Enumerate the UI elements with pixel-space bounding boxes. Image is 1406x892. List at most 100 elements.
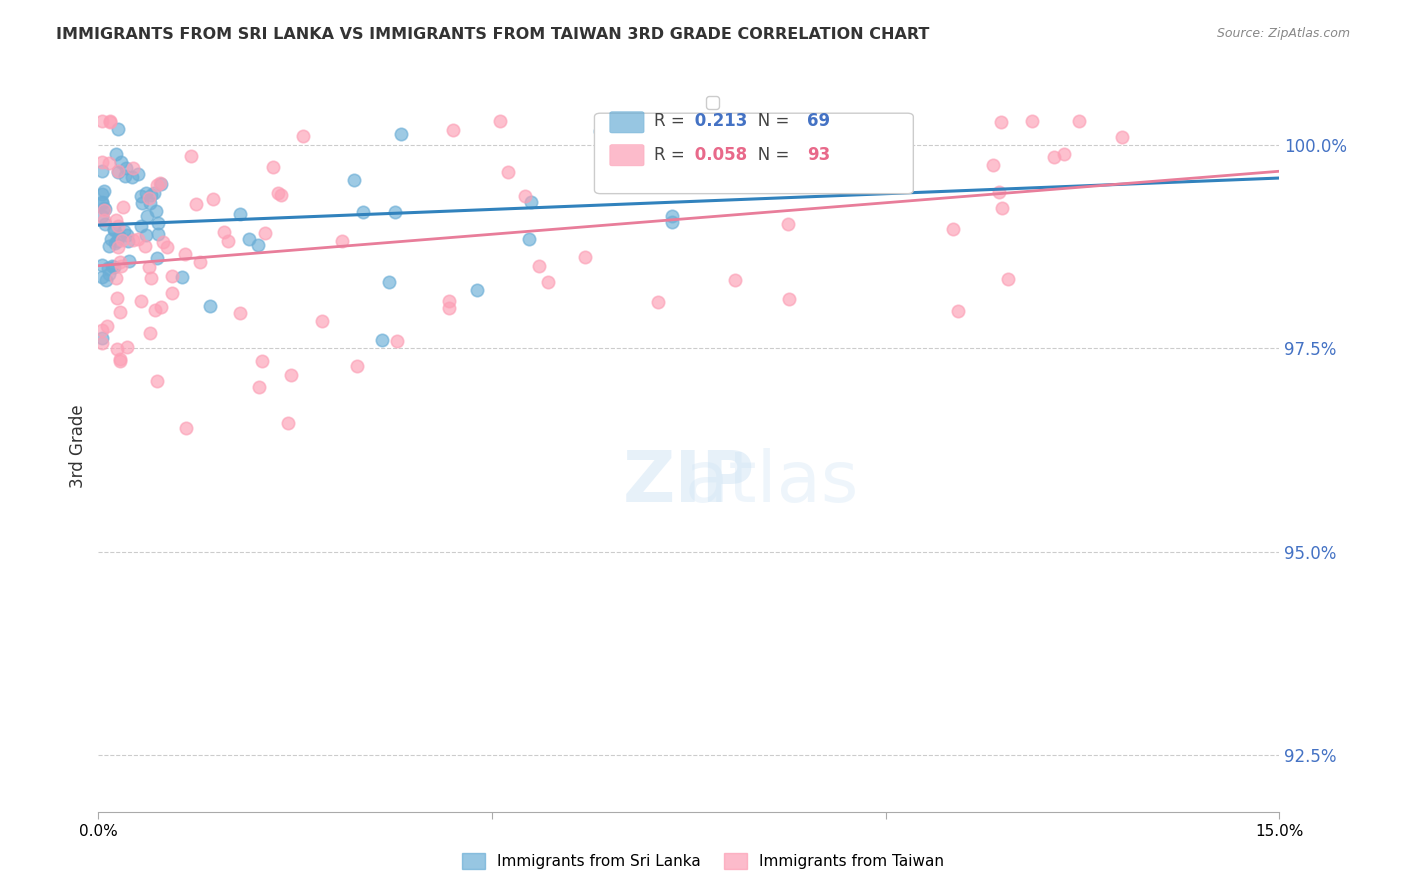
FancyBboxPatch shape	[595, 113, 914, 194]
FancyBboxPatch shape	[610, 112, 644, 133]
Point	[107, 240, 129, 254]
Point	[778, 293, 800, 307]
Point	[174, 421, 197, 435]
Point	[138, 191, 160, 205]
Point	[115, 228, 138, 243]
Point	[172, 269, 194, 284]
Point	[387, 334, 409, 348]
Point	[149, 300, 172, 314]
Point	[623, 170, 645, 185]
Point	[93, 202, 115, 217]
Point	[238, 232, 260, 246]
Point	[94, 217, 117, 231]
Point	[115, 161, 138, 176]
Point	[105, 342, 128, 356]
Point	[91, 194, 114, 209]
Point	[107, 165, 129, 179]
Text: 0.058: 0.058	[689, 146, 747, 164]
Point	[661, 209, 683, 223]
Point	[198, 299, 221, 313]
Point	[139, 270, 162, 285]
Point	[115, 340, 138, 354]
Point	[371, 334, 394, 348]
Point	[91, 335, 114, 350]
Point	[160, 285, 183, 300]
Point	[103, 222, 125, 236]
Point	[110, 259, 132, 273]
Point	[990, 115, 1012, 129]
Point	[254, 226, 277, 240]
Point	[145, 178, 167, 192]
Legend: 	[706, 96, 720, 109]
Point	[266, 186, 288, 201]
Point	[91, 114, 114, 128]
Point	[1053, 147, 1076, 161]
Point	[105, 147, 128, 161]
Point	[217, 234, 239, 248]
Point	[778, 217, 800, 231]
Point	[515, 189, 537, 203]
Point	[108, 255, 131, 269]
Point	[146, 251, 169, 265]
Text: R =: R =	[654, 112, 689, 130]
Point	[127, 231, 149, 245]
Point	[517, 232, 540, 246]
Point	[661, 215, 683, 229]
Point	[751, 149, 773, 163]
Point	[1043, 150, 1066, 164]
Text: N =: N =	[742, 146, 794, 164]
Point	[343, 173, 366, 187]
Point	[100, 232, 122, 246]
Text: Source: ZipAtlas.com: Source: ZipAtlas.com	[1216, 27, 1350, 40]
Point	[104, 271, 127, 285]
FancyBboxPatch shape	[610, 145, 644, 166]
Point	[96, 318, 118, 333]
Point	[122, 233, 145, 247]
Text: 93: 93	[807, 146, 831, 164]
Point	[98, 114, 121, 128]
Point	[91, 331, 114, 345]
Point	[827, 114, 849, 128]
Point	[465, 283, 488, 297]
Point	[107, 122, 129, 136]
Point	[104, 213, 127, 227]
Point	[135, 228, 157, 243]
Point	[262, 160, 284, 174]
Point	[588, 123, 610, 137]
Point	[247, 380, 270, 394]
Point	[97, 260, 120, 275]
Text: 69: 69	[807, 112, 830, 130]
Point	[437, 301, 460, 315]
Point	[121, 161, 143, 175]
Point	[108, 352, 131, 367]
Point	[997, 271, 1019, 285]
Point	[384, 204, 406, 219]
Point	[138, 260, 160, 274]
Point	[346, 359, 368, 373]
Point	[311, 313, 333, 327]
Point	[229, 207, 252, 221]
Point	[488, 114, 510, 128]
Point	[93, 203, 115, 218]
Point	[98, 267, 121, 281]
Point	[145, 303, 167, 318]
Point	[942, 221, 965, 235]
Point	[981, 158, 1004, 172]
Text: R =: R =	[654, 146, 689, 164]
Point	[131, 219, 153, 234]
Point	[111, 200, 134, 214]
Point	[1069, 114, 1091, 128]
Point	[93, 202, 115, 216]
Point	[91, 258, 114, 272]
Point	[131, 195, 153, 210]
Text: atlas: atlas	[685, 448, 859, 517]
Text: IMMIGRANTS FROM SRI LANKA VS IMMIGRANTS FROM TAIWAN 3RD GRADE CORRELATION CHART: IMMIGRANTS FROM SRI LANKA VS IMMIGRANTS …	[56, 27, 929, 42]
Point	[98, 156, 121, 170]
Point	[91, 196, 114, 211]
Point	[93, 184, 115, 198]
Point	[117, 254, 139, 268]
Text: ZIP: ZIP	[623, 448, 755, 517]
Point	[352, 205, 374, 219]
Point	[247, 238, 270, 252]
Point	[101, 259, 124, 273]
